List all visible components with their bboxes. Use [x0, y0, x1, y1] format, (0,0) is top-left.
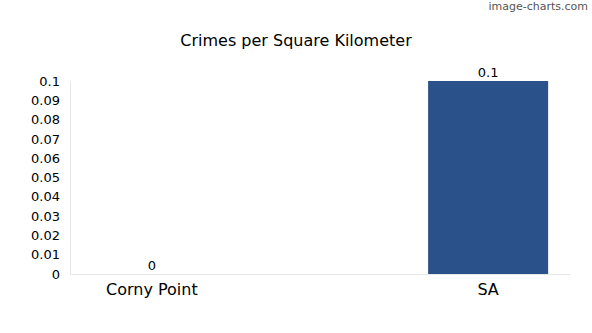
bars	[428, 81, 548, 274]
y-tick: 0.04	[31, 189, 70, 204]
y-tick-label: 0.04	[31, 189, 60, 204]
x-tick: SA	[477, 274, 498, 299]
data-label: 0.1	[478, 65, 499, 80]
y-tick: 0.09	[31, 93, 70, 108]
y-tick-label: 0.08	[31, 112, 60, 127]
y-axis: 0 0.01 0.02 0.03 0.04 0.05 0.06 0.07 0.08 0.09 0.1	[31, 74, 70, 282]
y-tick-label: 0.03	[31, 209, 60, 224]
y-tick: 0.08	[31, 112, 70, 127]
x-tick: Corny Point	[106, 274, 198, 299]
y-tick-label: 0.1	[39, 74, 60, 89]
data-label: 0	[148, 258, 156, 273]
y-tick: 0.07	[31, 132, 70, 147]
bar	[92, 274, 212, 275]
x-axis-line	[71, 274, 571, 275]
y-tick-label: 0.05	[31, 170, 60, 185]
y-tick: 0.01	[31, 247, 70, 262]
x-tick-label: Corny Point	[106, 280, 198, 299]
y-tick: 0.02	[31, 228, 70, 243]
y-tick: 0	[52, 267, 70, 282]
x-tick-label: SA	[477, 280, 498, 299]
bar	[428, 81, 548, 274]
x-axis: Corny Point SA	[71, 274, 571, 299]
y-tick-label: 0.02	[31, 228, 60, 243]
y-tick-label: 0	[52, 267, 60, 282]
y-tick-label: 0.06	[31, 151, 60, 166]
y-axis-line	[70, 82, 71, 275]
chart: image-charts.com Crimes per Square Kilome…	[0, 0, 592, 333]
y-tick: 0.03	[31, 209, 70, 224]
y-tick: 0.05	[31, 170, 70, 185]
y-tick-label: 0.07	[31, 132, 60, 147]
data-labels: 00.1	[148, 65, 499, 273]
y-tick: 0.06	[31, 151, 70, 166]
y-tick: 0.1	[39, 74, 70, 89]
annotation: image-charts.com	[488, 0, 588, 13]
y-tick-label: 0.01	[31, 247, 60, 262]
y-tick-label: 0.09	[31, 93, 60, 108]
title: Crimes per Square Kilometer	[180, 31, 412, 50]
